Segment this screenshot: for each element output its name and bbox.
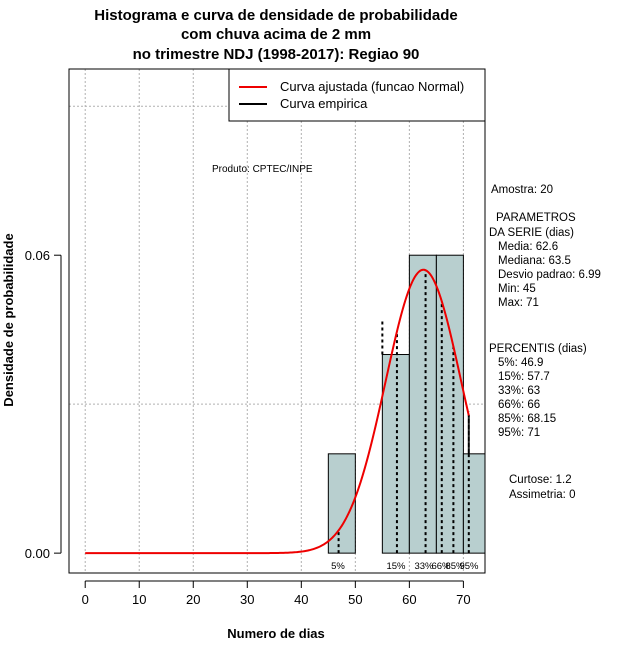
y-axis-label: Densidade de probabilidade — [1, 233, 16, 406]
x-axis: 0 10 20 30 40 50 60 70 — [82, 580, 471, 607]
percentil-95: 95%: 71 — [498, 427, 540, 439]
x-tick-label-60: 60 — [402, 592, 416, 607]
legend-label-normal: Curva ajustada (funcao Normal) — [280, 79, 464, 94]
x-tick-label-30: 30 — [240, 592, 254, 607]
percentil-66: 66%: 66 — [498, 399, 540, 411]
percentile-labels: 5% 15% 33%66%85%95% — [331, 561, 479, 572]
x-tick-label-70: 70 — [456, 592, 470, 607]
legend: Curva ajustada (funcao Normal) Curva emp… — [228, 68, 486, 122]
legend-label-empirical: Curva empirica — [280, 96, 368, 111]
product-credit: Produto: CPTEC/INPE — [212, 164, 313, 175]
percentil-33: 33%: 63 — [498, 385, 540, 397]
normal-curve-line — [85, 268, 470, 555]
percentile-label-95%: 95% — [459, 561, 479, 572]
param-media: Media: 62.6 — [498, 241, 558, 253]
percentil-15: 15%: 57.7 — [498, 371, 550, 383]
x-tick-label-50: 50 — [348, 592, 362, 607]
y-tick-label-1: 0.06 — [25, 248, 50, 263]
legend-box — [228, 68, 486, 122]
statistics-panel: Amostra: 20 PARAMETROS DA SERIE (dias) M… — [489, 184, 601, 501]
x-tick-label-20: 20 — [186, 592, 200, 607]
percentile-lines — [337, 270, 470, 554]
percentile-label-66%: 66% — [431, 561, 451, 572]
chart-title-line-1: Histograma e curva de densidade de proba… — [94, 7, 457, 24]
y-tick-label-0: 0.00 — [25, 546, 50, 561]
assimetria: Assimetria: 0 — [509, 489, 575, 501]
params-title-2: DA SERIE (dias) — [489, 227, 574, 239]
normal-curve — [85, 268, 470, 555]
y-axis: 0.00 0.06 — [25, 248, 62, 561]
chart-title-line-3: no trimestre NDJ (1998-2017): Regiao 90 — [133, 46, 420, 63]
percentis-title: PERCENTIS (dias) — [489, 343, 587, 355]
params-title-1: PARAMETROS — [496, 212, 576, 224]
chart-title-line-2: com chuva acima de 2 mm — [181, 26, 371, 43]
percentile-label-33%: 33% — [414, 561, 434, 572]
percentile-label-5%: 5% — [331, 561, 345, 572]
x-axis-label: Numero de dias — [227, 626, 325, 641]
histogram-bar-5 — [462, 453, 486, 554]
percentile-label-85%: 85% — [445, 561, 465, 572]
param-desvio: Desvio padrao: 6.99 — [498, 269, 601, 281]
x-tick-label-40: 40 — [294, 592, 308, 607]
grid-lines — [69, 69, 485, 573]
curtose: Curtose: 1.2 — [509, 474, 572, 486]
histogram-bar-3 — [408, 254, 437, 554]
param-min: Min: 45 — [498, 283, 536, 295]
x-tick-label-0: 0 — [82, 592, 89, 607]
percentil-85: 85%: 68.15 — [498, 413, 556, 425]
histogram-bar-2 — [381, 354, 410, 554]
empirical-curve — [381, 319, 470, 454]
sample-size: Amostra: 20 — [491, 184, 553, 196]
percentil-5: 5%: 46.9 — [498, 357, 543, 369]
param-mediana: Mediana: 63.5 — [498, 255, 571, 267]
percentile-label-15%: 15% — [386, 561, 406, 572]
x-tick-label-10: 10 — [132, 592, 146, 607]
param-max: Max: 71 — [498, 297, 539, 309]
